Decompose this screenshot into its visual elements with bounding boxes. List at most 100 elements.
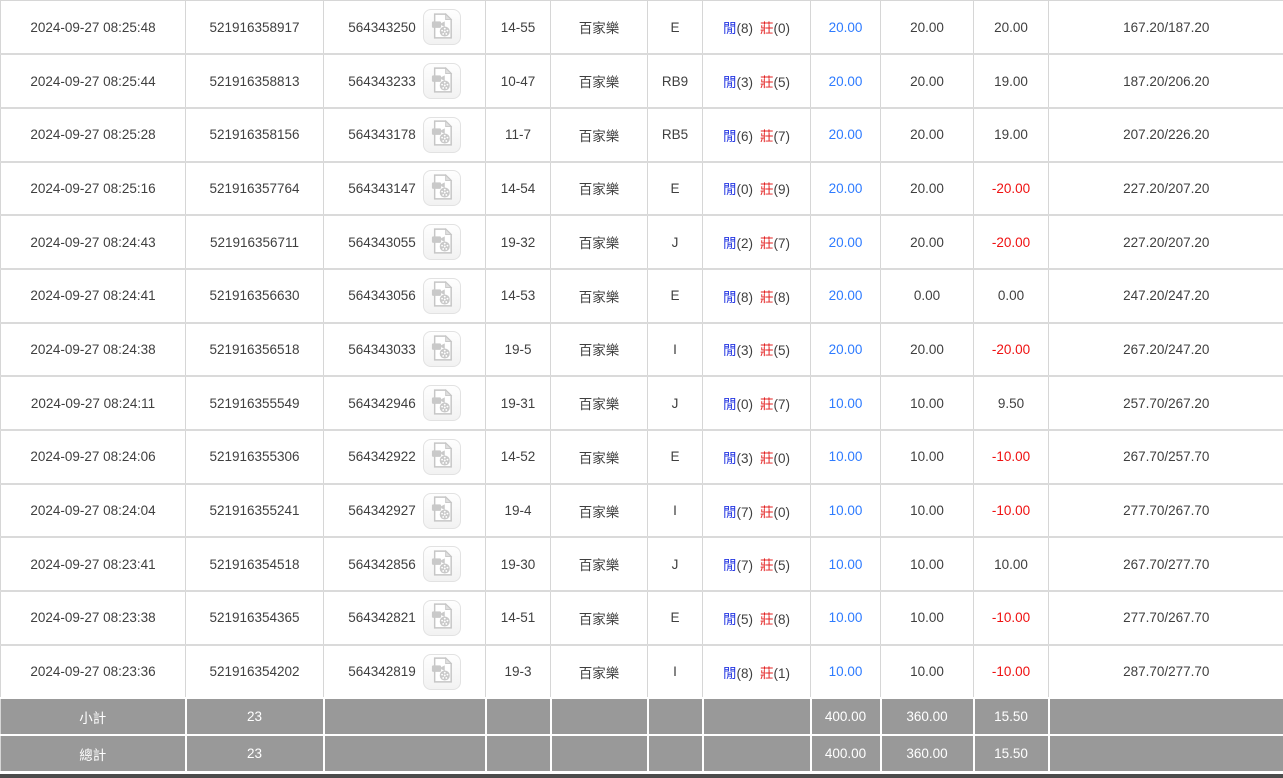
video-replay-button[interactable]: [423, 439, 461, 475]
video-replay-button[interactable]: [423, 654, 461, 690]
video-replay-button[interactable]: [423, 170, 461, 206]
video-replay-button[interactable]: [423, 117, 461, 153]
win-loss-cell: 19.00: [974, 54, 1049, 108]
video-replay-button[interactable]: [423, 278, 461, 314]
video-replay-icon: [431, 228, 453, 257]
score-cell: 閒(7)莊(0): [703, 484, 811, 538]
table-no-cell: 14-55: [486, 1, 551, 55]
round-id: 564343056: [348, 288, 416, 303]
video-replay-button[interactable]: [423, 63, 461, 99]
table-no-cell: 14-54: [486, 162, 551, 216]
video-replay-icon: [431, 335, 453, 364]
bet-id-cell: 521916355549: [186, 376, 324, 430]
table-row: 2024-09-27 08:24:38 521916356518 5643430…: [1, 323, 1283, 377]
banker-score: (7): [774, 397, 791, 412]
round-cell: 564343056: [324, 269, 486, 323]
subtotal-bet: 400.00: [811, 698, 881, 735]
valid-bet-cell: 20.00: [881, 54, 974, 108]
bet-amount-cell[interactable]: 10.00: [811, 376, 881, 430]
banker-label: 莊: [760, 21, 774, 36]
player-score: (0): [737, 397, 754, 412]
banker-label: 莊: [760, 451, 774, 466]
bet-amount-cell[interactable]: 20.00: [811, 54, 881, 108]
bet-amount-cell[interactable]: 20.00: [811, 1, 881, 55]
round-id: 564343055: [348, 235, 416, 250]
time-cell: 2024-09-27 08:24:11: [1, 376, 186, 430]
player-label: 閒: [723, 612, 737, 627]
balance-cell: 187.20/206.20: [1049, 54, 1283, 108]
round-cell: 564342819: [324, 645, 486, 699]
game-type-cell: 百家樂: [551, 269, 648, 323]
video-replay-icon: [431, 496, 453, 525]
video-replay-button[interactable]: [423, 600, 461, 636]
round-id: 564342922: [348, 449, 416, 464]
bet-id-cell: 521916358917: [186, 1, 324, 55]
total-bet: 400.00: [811, 735, 881, 772]
video-replay-button[interactable]: [423, 385, 461, 421]
bet-id-cell: 521916357764: [186, 162, 324, 216]
table-no-cell: 19-32: [486, 215, 551, 269]
bet-amount-cell[interactable]: 10.00: [811, 591, 881, 645]
valid-bet-cell: 10.00: [881, 591, 974, 645]
balance-cell: 267.20/247.20: [1049, 323, 1283, 377]
banker-score: (7): [774, 236, 791, 251]
time-cell: 2024-09-27 08:25:44: [1, 54, 186, 108]
balance-cell: 287.70/277.70: [1049, 645, 1283, 699]
result-code-cell: E: [648, 430, 703, 484]
table-row: 2024-09-27 08:25:16 521916357764 5643431…: [1, 162, 1283, 216]
banker-score: (1): [774, 666, 791, 681]
table-no-cell: 19-3: [486, 645, 551, 699]
round-cell: 564343233: [324, 54, 486, 108]
bet-amount-cell[interactable]: 20.00: [811, 269, 881, 323]
banker-label: 莊: [760, 75, 774, 90]
bet-amount-cell[interactable]: 10.00: [811, 430, 881, 484]
balance-cell: 247.20/247.20: [1049, 269, 1283, 323]
balance-cell: 267.70/277.70: [1049, 537, 1283, 591]
result-code-cell: J: [648, 376, 703, 430]
bet-id-cell: 521916356630: [186, 269, 324, 323]
player-score: (2): [737, 236, 754, 251]
bet-amount-cell[interactable]: 10.00: [811, 484, 881, 538]
score-cell: 閒(8)莊(8): [703, 269, 811, 323]
video-replay-button[interactable]: [423, 493, 461, 529]
bet-amount-cell[interactable]: 10.00: [811, 537, 881, 591]
result-code-cell: I: [648, 645, 703, 699]
game-type-cell: 百家樂: [551, 215, 648, 269]
score-cell: 閒(2)莊(7): [703, 215, 811, 269]
bet-amount-cell[interactable]: 20.00: [811, 323, 881, 377]
bet-id-cell: 521916354202: [186, 645, 324, 699]
game-type-cell: 百家樂: [551, 1, 648, 55]
round-cell: 564342821: [324, 591, 486, 645]
banker-score: (9): [774, 182, 791, 197]
table-row: 2024-09-27 08:23:38 521916354365 5643428…: [1, 591, 1283, 645]
round-id: 564343233: [348, 74, 416, 89]
score-cell: 閒(6)莊(7): [703, 108, 811, 162]
round-id: 564343147: [348, 181, 416, 196]
video-replay-button[interactable]: [423, 331, 461, 367]
banker-score: (8): [774, 612, 791, 627]
player-label: 閒: [723, 505, 737, 520]
game-type-cell: 百家樂: [551, 108, 648, 162]
player-score: (8): [737, 666, 754, 681]
win-loss-cell: 10.00: [974, 537, 1049, 591]
time-cell: 2024-09-27 08:23:41: [1, 537, 186, 591]
table-no-cell: 19-31: [486, 376, 551, 430]
round-id: 564342821: [348, 610, 416, 625]
video-replay-button[interactable]: [423, 9, 461, 45]
player-label: 閒: [723, 558, 737, 573]
valid-bet-cell: 10.00: [881, 537, 974, 591]
bet-amount-cell[interactable]: 10.00: [811, 645, 881, 699]
round-cell: 564342856: [324, 537, 486, 591]
balance-cell: 207.20/226.20: [1049, 108, 1283, 162]
video-replay-icon: [431, 281, 453, 310]
round-id: 564342819: [348, 664, 416, 679]
result-code-cell: I: [648, 484, 703, 538]
bet-amount-cell[interactable]: 20.00: [811, 108, 881, 162]
bet-amount-cell[interactable]: 20.00: [811, 215, 881, 269]
result-code-cell: E: [648, 591, 703, 645]
bet-amount-cell[interactable]: 20.00: [811, 162, 881, 216]
video-replay-button[interactable]: [423, 224, 461, 260]
video-replay-button[interactable]: [423, 546, 461, 582]
round-id: 564342927: [348, 503, 416, 518]
result-code-cell: E: [648, 162, 703, 216]
